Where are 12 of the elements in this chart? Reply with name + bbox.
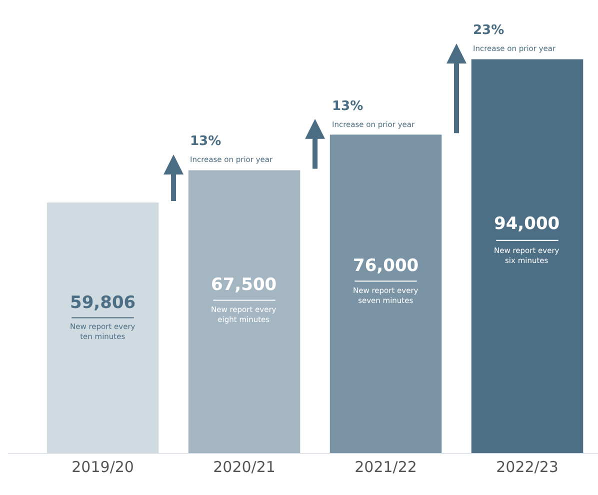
bar — [46, 202, 159, 453]
data-label: 94,000 — [494, 214, 560, 234]
x-tick-label: 2022/23 — [496, 458, 558, 476]
data-label: 59,806 — [70, 293, 136, 313]
bar — [330, 134, 442, 453]
data-label: 67,500 — [211, 275, 277, 295]
x-tick-label: 2020/21 — [213, 458, 276, 476]
x-tick-label: 2019/20 — [72, 458, 134, 476]
bar — [471, 59, 584, 453]
bar — [188, 170, 300, 453]
data-label: 76,000 — [353, 256, 419, 276]
x-tick-label: 2021/22 — [354, 458, 417, 476]
